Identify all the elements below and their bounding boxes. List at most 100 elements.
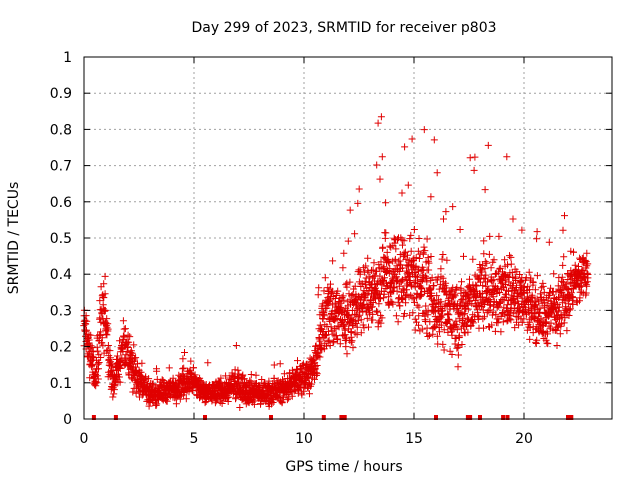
- data-point: [325, 327, 332, 335]
- data-point: [440, 326, 448, 334]
- data-point: [398, 189, 406, 197]
- data-point: [451, 292, 459, 300]
- data-point: [494, 319, 502, 327]
- data-point: [527, 274, 535, 282]
- data-point: [505, 312, 513, 320]
- data-point: [533, 228, 541, 236]
- data-point: [187, 357, 195, 365]
- data-point: [424, 254, 432, 262]
- data-point: [485, 250, 493, 258]
- data-point: [410, 226, 418, 233]
- data-point: [373, 161, 381, 169]
- data-point: [439, 340, 447, 348]
- data-point: [471, 153, 479, 161]
- data-point: [108, 360, 116, 368]
- data-point: [392, 273, 400, 281]
- data-point: [230, 372, 238, 380]
- data-point: [236, 404, 244, 411]
- data-point: [279, 392, 287, 400]
- data-point: [345, 311, 353, 319]
- data-point: [565, 312, 573, 319]
- axis-ticks: [83, 56, 612, 420]
- zero-point: [505, 415, 510, 420]
- data-point: [329, 257, 337, 265]
- y-tick-label: 0.3: [50, 303, 72, 319]
- data-point: [313, 370, 321, 378]
- data-point: [172, 400, 180, 408]
- data-point: [216, 379, 224, 387]
- data-point: [533, 272, 541, 280]
- data-point: [374, 119, 382, 127]
- data-point: [380, 263, 388, 271]
- data-point: [449, 203, 457, 211]
- data-point: [427, 253, 435, 260]
- data-point: [325, 336, 333, 344]
- data-point: [388, 298, 396, 306]
- data-point: [394, 318, 402, 326]
- data-point: [355, 266, 363, 274]
- data-point: [478, 268, 486, 276]
- data-point: [382, 199, 390, 207]
- data-point: [294, 357, 301, 365]
- data-point: [583, 278, 591, 286]
- y-tick-label: 0: [63, 412, 72, 428]
- data-point: [553, 326, 561, 334]
- data-point: [407, 247, 415, 255]
- data-point: [440, 346, 448, 354]
- data-point: [542, 336, 550, 344]
- data-point: [570, 248, 577, 256]
- data-point: [385, 259, 393, 267]
- y-tick-label: 0.5: [50, 231, 72, 247]
- data-point: [401, 143, 409, 151]
- zero-point: [569, 415, 574, 420]
- data-point: [430, 136, 438, 144]
- data-point: [351, 230, 359, 238]
- data-point: [408, 282, 416, 290]
- data-point: [440, 215, 447, 223]
- data-point: [401, 310, 408, 318]
- data-point: [407, 291, 415, 299]
- data-point: [332, 332, 340, 340]
- x-tick-label: 15: [405, 431, 423, 447]
- data-point: [444, 328, 452, 336]
- data-point: [443, 256, 451, 264]
- data-point: [442, 284, 450, 292]
- data-point: [583, 282, 591, 290]
- data-point: [495, 265, 503, 273]
- data-point: [584, 260, 592, 268]
- data-point: [453, 326, 461, 334]
- data-point: [222, 372, 230, 380]
- data-point: [353, 323, 361, 331]
- data-point: [486, 232, 494, 240]
- data-point: [393, 287, 401, 295]
- x-tick-label: 0: [80, 431, 89, 447]
- data-point: [391, 255, 399, 263]
- data-point: [95, 359, 103, 366]
- data-point: [227, 376, 235, 384]
- data-point: [461, 310, 469, 318]
- data-point: [480, 324, 487, 332]
- data-point: [106, 354, 114, 362]
- data-point: [373, 307, 380, 315]
- data-point: [437, 298, 445, 306]
- data-point: [411, 326, 419, 334]
- data-point: [469, 255, 477, 263]
- data-point: [116, 337, 124, 345]
- data-point: [103, 331, 111, 339]
- data-point: [165, 364, 173, 372]
- zero-point: [269, 415, 273, 420]
- data-point: [445, 316, 453, 324]
- data-point: [358, 302, 366, 309]
- data-point: [347, 333, 355, 341]
- data-point: [520, 315, 528, 323]
- data-point: [321, 274, 329, 282]
- data-point: [531, 286, 539, 294]
- data-point: [354, 199, 362, 207]
- data-point: [306, 390, 313, 398]
- data-point: [423, 274, 431, 282]
- data-point: [176, 392, 184, 400]
- data-point: [399, 264, 406, 272]
- data-point: [504, 273, 512, 281]
- data-point: [554, 323, 561, 331]
- data-point: [364, 254, 372, 262]
